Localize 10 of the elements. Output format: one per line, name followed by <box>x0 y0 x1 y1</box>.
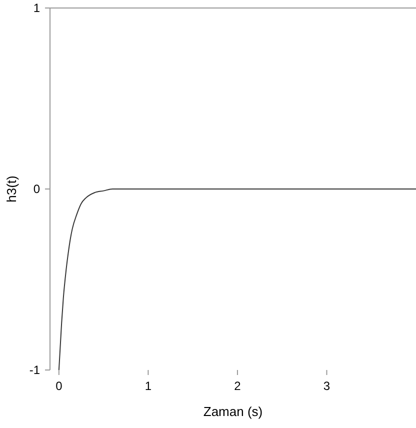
x-tick-label: 0 <box>56 379 63 393</box>
y-axis-title: h3(t) <box>4 176 19 202</box>
y-tick-label: 0 <box>33 182 40 196</box>
y-tick-label: -1 <box>29 363 40 378</box>
x-tick-label: 1 <box>144 379 152 393</box>
line-series <box>58 188 416 370</box>
x-tick-label: 2 <box>234 379 242 393</box>
x-tick-label: 3 <box>323 379 330 393</box>
x-axis-title: Zaman (s) <box>203 404 263 419</box>
y-tick-label: 1 <box>33 1 40 16</box>
